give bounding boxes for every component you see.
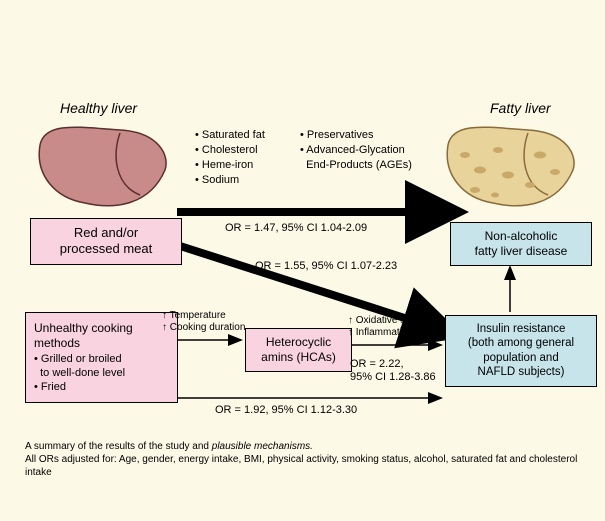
up-arrow-icon: ↑ [348,327,353,338]
factor-item: • Advanced-Glycation [300,143,412,158]
up-arrow-icon: ↑ [162,322,167,333]
factors-col2: • Preservatives • Advanced-Glycation End… [300,128,412,173]
healthy-liver-icon [39,127,166,206]
footer-text: A summary of the results of the study an… [25,440,585,479]
box-cooking: Unhealthy cooking methods • Grilled or b… [25,312,178,403]
factor-item: • Heme-iron [195,158,265,173]
cooking-bullet: • Grilled or broiled [34,353,169,367]
factor-item: • Saturated fat [195,128,265,143]
footer-line2: All ORs adjusted for: Age, gender, energ… [25,453,585,479]
healthy-liver-label: Healthy liver [60,100,137,116]
factor-item: • Cholesterol [195,143,265,158]
box-cooking-title: Unhealthy cooking methods [34,321,169,351]
footer-line1: A summary of the results of the study an… [25,441,212,452]
fatty-liver-icon [447,127,574,206]
box-red-meat: Red and/or processed meat [30,218,182,265]
or-label-1: OR = 1.47, 95% CI 1.04-2.09 [225,222,367,234]
or-label-4: OR = 1.92, 95% CI 1.12-3.30 [215,404,357,416]
or-label-3: OR = 2.22, 95% CI 1.28-3.86 [350,358,436,383]
footer-line1-italic: plausible mechanisms. [212,441,313,452]
box-nafld: Non-alcoholic fatty liver disease [450,222,592,266]
or-label-2: OR = 1.55, 95% CI 1.07-2.23 [255,260,397,272]
box-ir: Insulin resistance (both among general p… [445,315,597,387]
up-arrow-icon: ↑ [162,310,167,321]
up-arrow-icon: ↑ [348,315,353,326]
cooking-bullet: to well-done level [34,367,169,381]
note-oxid: ↑ Oxidative stress ↑ Inflammation [348,315,427,339]
factor-item: • Preservatives [300,128,412,143]
fatty-liver-label: Fatty liver [490,100,551,116]
cooking-bullet: • Fried [34,381,169,395]
factor-item: • Sodium [195,173,265,188]
note-temp: ↑ Temperature ↑ Cooking duration [162,310,245,334]
factor-item: End-Products (AGEs) [300,158,412,173]
factors-col1: • Saturated fat • Cholesterol • Heme-iro… [195,128,265,187]
box-hca: Heterocyclic amins (HCAs) [245,328,352,372]
